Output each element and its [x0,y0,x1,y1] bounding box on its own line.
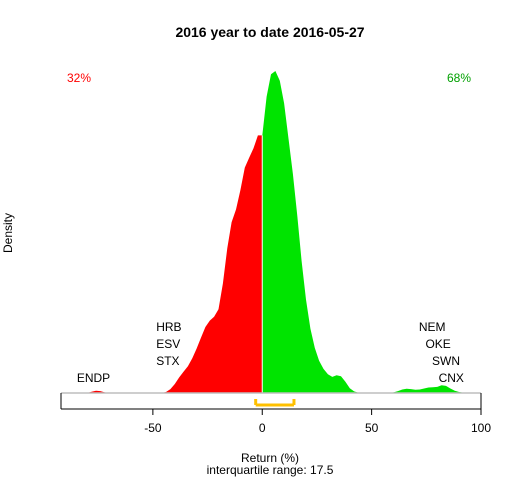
ticker-label: CNX [439,371,464,385]
x-tick-label: 100 [471,421,491,435]
interquartile-bracket [254,399,296,407]
x-axis-label: Return (%) [241,451,299,465]
y-axis-label: Density [1,213,15,253]
ticker-label: SWN [432,354,460,368]
x-axis: -50 0 50 100 [60,393,491,435]
ticker-label: ENDP [77,371,110,385]
ticker-label: OKE [425,337,450,351]
x-tick-label: -50 [144,421,162,435]
ticker-label: STX [156,354,179,368]
negative-density-area [87,135,263,393]
positive-percent-label: 68% [447,71,471,85]
density-areas [87,71,468,393]
positive-density-area [262,71,468,393]
x-tick-label: 50 [365,421,379,435]
negative-percent-label: 32% [67,71,91,85]
x-tick-label: 0 [259,421,266,435]
chart-title: 2016 year to date 2016-05-27 [175,24,364,40]
interquartile-range-label: interquartile range: 17.5 [207,463,334,477]
ticker-label: ESV [156,337,180,351]
ticker-labels: HRB ESV STX ENDP NEM OKE SWN CNX [77,320,464,385]
ticker-label: HRB [156,320,181,334]
ticker-label: NEM [419,320,446,334]
